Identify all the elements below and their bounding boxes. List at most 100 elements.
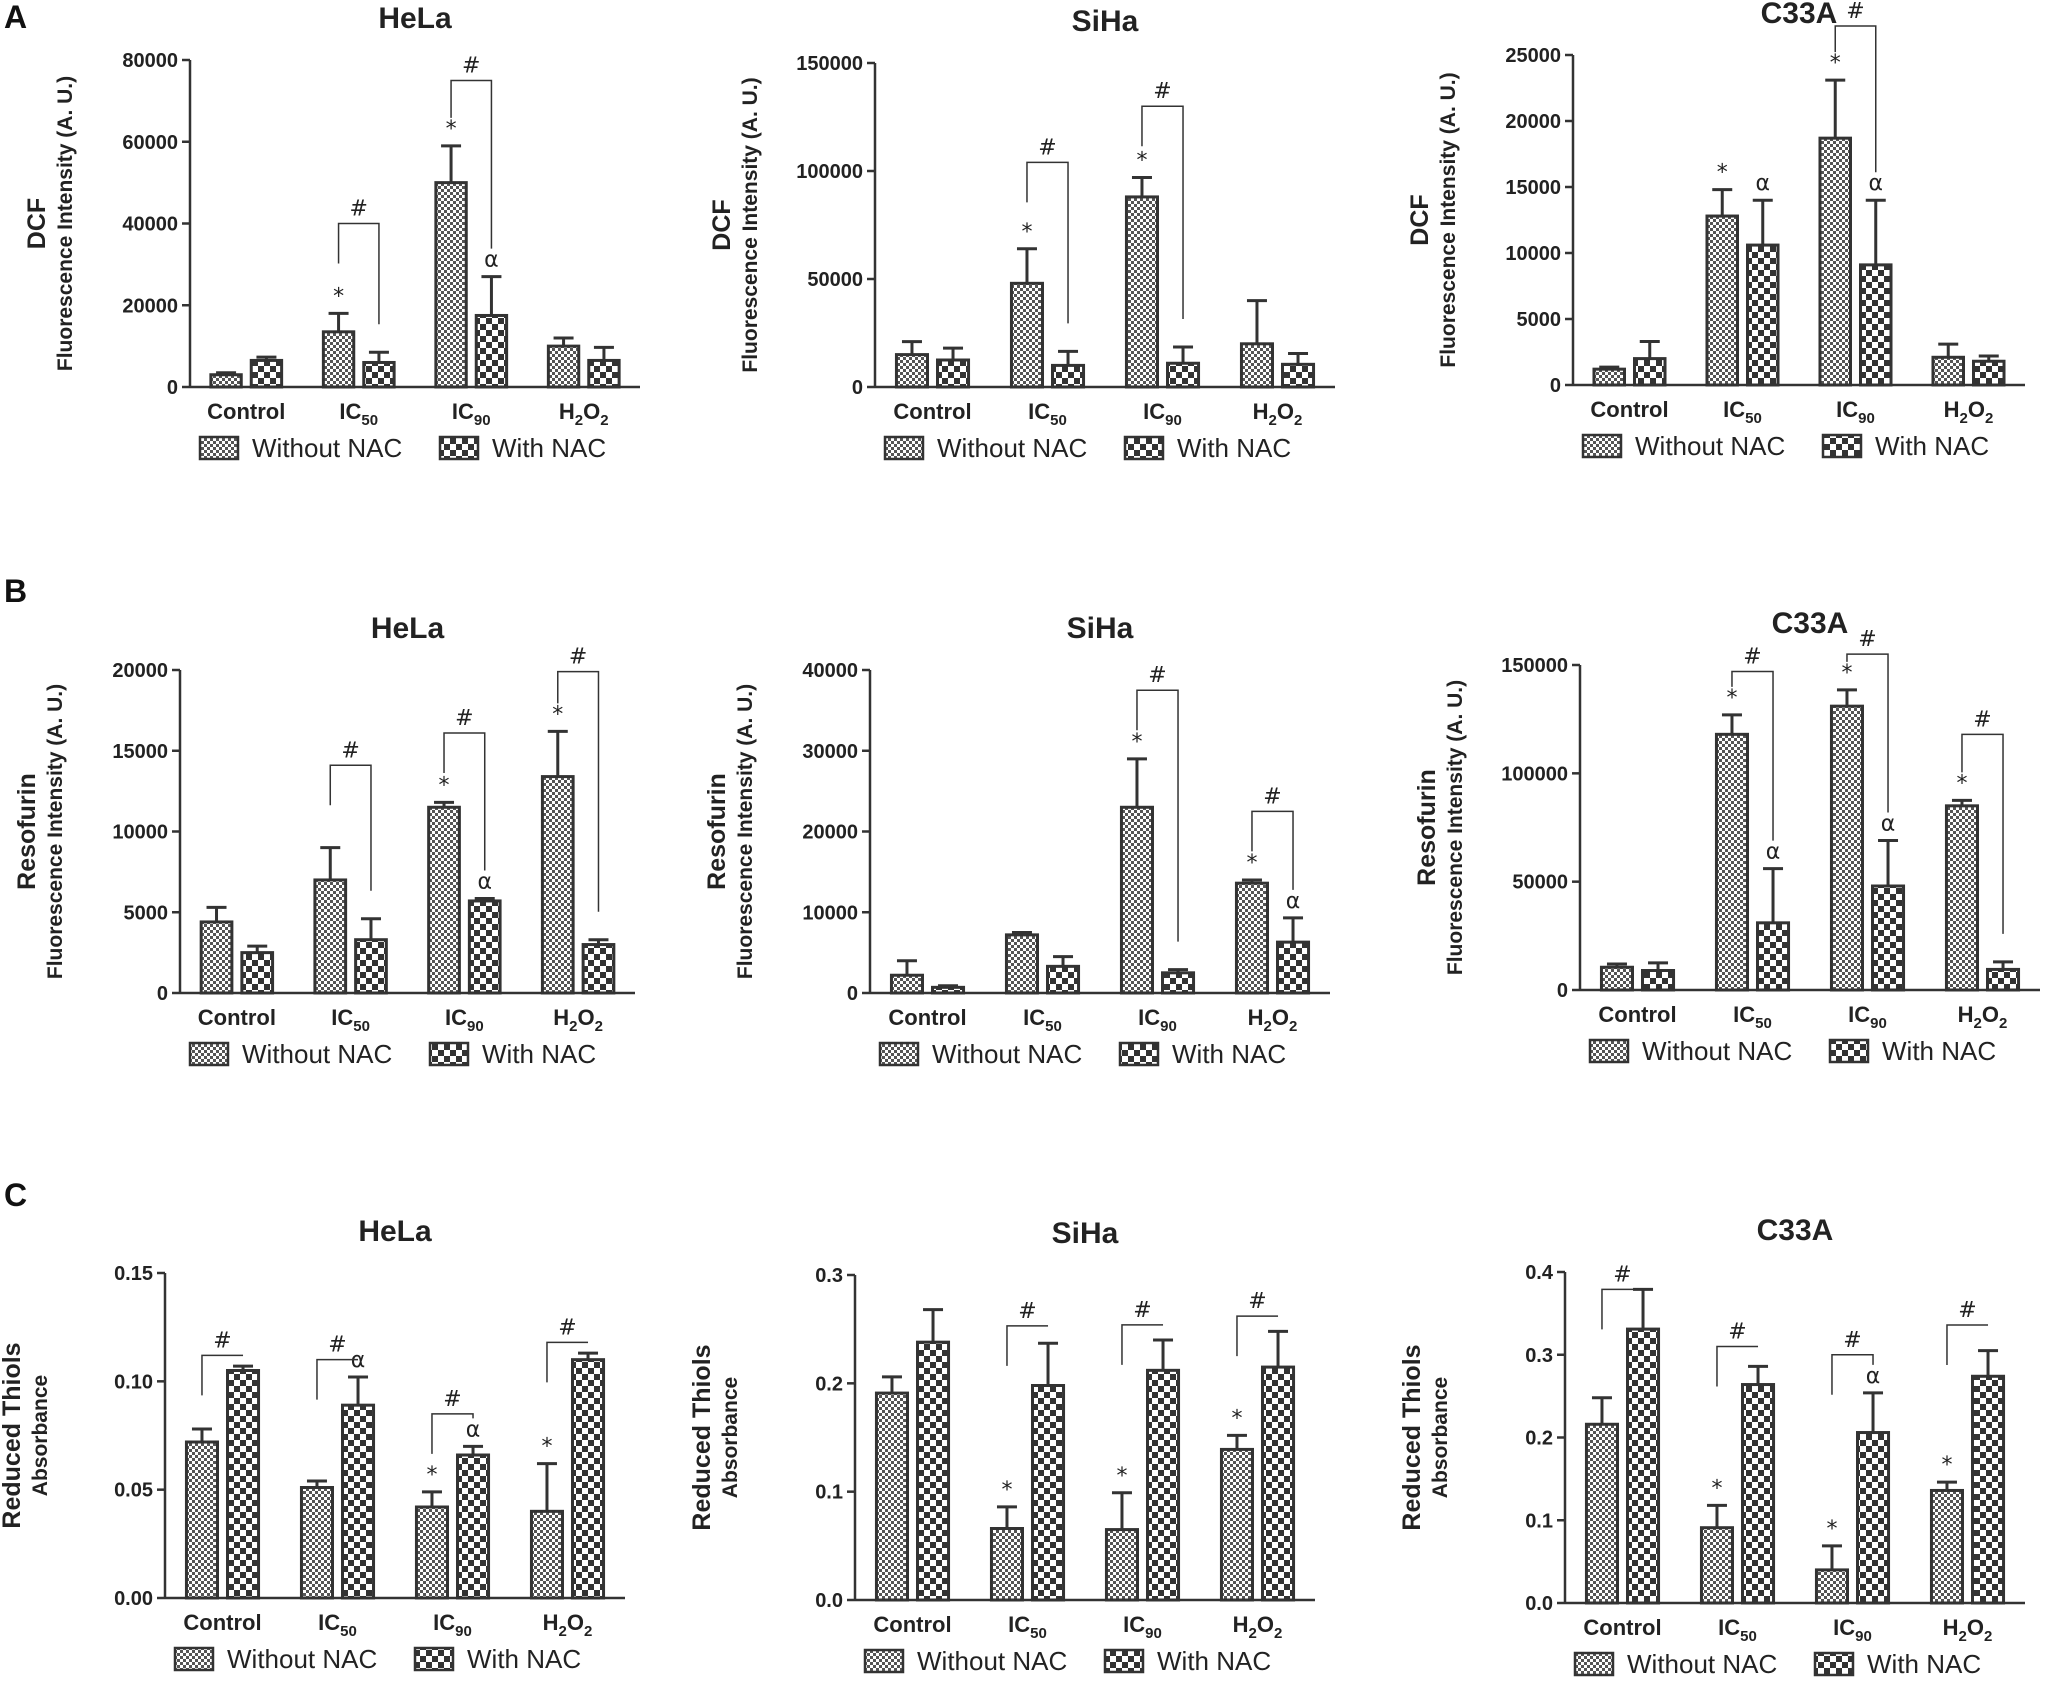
significance-star: * [1826, 1517, 1837, 1542]
legend-label-without-nac: Without NAC [1627, 1649, 1777, 1679]
y-axis-sublabel: Fluorescence Intensity (A. U.) [1437, 72, 1460, 367]
bar-without-nac-2 [1104, 1528, 1139, 1602]
x-tick-label-0: Control [198, 1005, 276, 1030]
y-axis-sublabel: Fluorescence Intensity (A. U.) [44, 684, 67, 979]
significance-star: * [1717, 161, 1728, 186]
bar-with-nac-0 [936, 358, 971, 389]
significance-star: * [541, 1435, 552, 1460]
significance-bracket [443, 732, 486, 871]
bar-with-nac-3 [587, 358, 621, 389]
x-tick-label-0: Control [893, 399, 971, 424]
legend-label-without-nac: Without NAC [227, 1644, 377, 1674]
y-axis-label: Resofurin [1413, 769, 1441, 886]
significance-star: * [333, 284, 344, 309]
significance-alpha: α [466, 1417, 481, 1442]
bar-with-nac-0 [1633, 357, 1667, 387]
y-tick-label: 0 [167, 377, 178, 399]
bar-without-nac-2 [1829, 704, 1864, 992]
bar-without-nac-1 [1714, 732, 1749, 992]
bar-without-nac-1 [321, 330, 356, 389]
y-axis-label: Resofurin [703, 773, 731, 890]
y-tick-label: 100000 [1501, 763, 1568, 785]
significance-bracket [1846, 653, 1889, 813]
x-tick-label-2: IC90 [1836, 397, 1875, 427]
chart-a-hela: HeLa DCF Fluorescence Intensity (A. U.) 0 20… [23, 2, 640, 463]
x-tick-label-3: H2O2 [1944, 397, 1994, 427]
y-axis-sublabel: Absorbance [719, 1377, 742, 1498]
significance-alpha: α [1766, 840, 1781, 865]
legend-label-with-nac: With NAC [1882, 1036, 1996, 1066]
bar-without-nac-0 [199, 920, 234, 995]
y-tick-label: 15000 [1505, 177, 1561, 199]
chart-a-siha: SiHa DCF Fluorescence Intensity (A. U.) 0 50… [708, 5, 1335, 463]
legend-label-without-nac: Without NAC [932, 1039, 1082, 1069]
bar-with-nac-0 [226, 1369, 261, 1600]
significance-hash: # [1153, 79, 1171, 104]
bar-with-nac-3 [1971, 1374, 2006, 1605]
bar-without-nac-3 [1219, 1447, 1254, 1602]
significance-hash: # [1133, 1298, 1151, 1323]
bar-without-nac-0 [1599, 965, 1634, 992]
bar-with-nac-2 [1146, 1368, 1181, 1602]
bar-without-nac-2 [1124, 195, 1159, 389]
x-tick-label-1: IC50 [1028, 399, 1067, 429]
significance-star: * [1956, 771, 1967, 796]
significance-hash: # [1973, 707, 1991, 732]
bar-with-nac-1 [1031, 1384, 1066, 1602]
panel-letter-c: C [4, 1177, 27, 1213]
bar-with-nac-2 [474, 313, 509, 389]
y-axis-label: Reduced Thiols [688, 1344, 716, 1530]
bar-with-nac-0 [1626, 1327, 1661, 1605]
significance-alpha: α [1755, 171, 1770, 196]
significance-bracket [1141, 105, 1184, 320]
y-tick-label: 0.0 [815, 1590, 843, 1612]
legend-swatch-with-nac [428, 1041, 470, 1067]
bar-without-nac-0 [894, 353, 930, 389]
significance-hash: # [213, 1328, 231, 1353]
bar-without-nac-0 [184, 1440, 219, 1600]
chart-title: SiHa [1052, 1217, 1119, 1250]
y-tick-label: 0.00 [114, 1588, 153, 1610]
legend-swatch-with-nac [1813, 1651, 1855, 1677]
x-tick-label-3: H2O2 [559, 399, 609, 429]
significance-alpha: α [484, 248, 499, 273]
significance-alpha: α [351, 1348, 366, 1373]
chart-c-siha: SiHa Reduced Thiols Absorbance 0.0 0.1 0.2 0.3… [688, 1217, 1315, 1676]
panel-letter-b: B [4, 573, 27, 609]
y-tick-label: 0.0 [1525, 1593, 1553, 1615]
bar-with-nac-2 [456, 1453, 491, 1600]
chart-title: HeLa [371, 612, 445, 645]
x-tick-label-3: H2O2 [553, 1005, 603, 1035]
significance-bracket [1136, 689, 1179, 942]
x-tick-label-2: IC90 [452, 399, 491, 429]
significance-hash: # [1038, 135, 1056, 160]
significance-bracket [316, 1358, 359, 1400]
bar-without-nac-1 [299, 1486, 335, 1600]
significance-bracket [1121, 1324, 1164, 1365]
bar-without-nac-1 [1699, 1526, 1734, 1605]
bar-with-nac-0 [916, 1340, 951, 1602]
bar-with-nac-2 [467, 899, 502, 995]
significance-bracket [1006, 1325, 1049, 1366]
chart-title: HeLa [358, 1215, 432, 1248]
legend-swatch-with-nac [438, 435, 480, 461]
y-tick-label: 20000 [112, 660, 168, 682]
bar-with-nac-1 [362, 360, 396, 389]
x-tick-label-3: H2O2 [1253, 399, 1303, 429]
bar-without-nac-0 [1592, 367, 1626, 387]
x-tick-label-2: IC90 [433, 1610, 472, 1640]
bar-without-nac-3 [1931, 355, 1965, 387]
significance-star: * [1231, 1406, 1242, 1431]
y-tick-label: 0.4 [1525, 1262, 1554, 1284]
bar-without-nac-2 [1119, 805, 1154, 995]
legend-swatch-without-nac [883, 435, 925, 461]
legend-label-with-nac: With NAC [1875, 431, 1989, 461]
chart-title: C33A [1772, 607, 1849, 640]
legend-label-with-nac: With NAC [492, 433, 606, 463]
legend-label-with-nac: With NAC [467, 1644, 581, 1674]
y-tick-label: 0.2 [1525, 1428, 1553, 1450]
chart-c-hela: HeLa Reduced Thiols Absorbance 0.00 0.05 0.10… [0, 1215, 625, 1674]
y-axis-sublabel: Absorbance [29, 1375, 52, 1496]
significance-bracket [450, 79, 493, 249]
x-tick-label-0: Control [873, 1612, 951, 1637]
